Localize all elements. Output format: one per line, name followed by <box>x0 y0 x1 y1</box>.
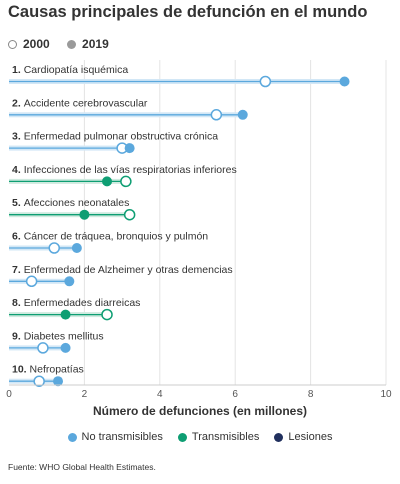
category-rank: 2. <box>12 97 24 109</box>
point-2000 <box>120 175 132 188</box>
category-name: Enfermedades diarreicas <box>24 297 141 309</box>
category-label: 6. Cáncer de tráquea, bronquios y pulmón <box>12 231 208 243</box>
category-label: 2. Accidente cerebrovascular <box>12 97 148 109</box>
filled-circle-icon <box>67 39 77 49</box>
category-name: Nefropatías <box>30 364 84 376</box>
hollow-circle-icon <box>8 39 17 49</box>
category-rank: 6. <box>12 231 24 243</box>
category-name: Afecciones neonatales <box>24 197 130 209</box>
point-2019 <box>339 76 350 87</box>
category-rank: 9. <box>12 330 24 342</box>
category-rank: 4. <box>12 164 24 176</box>
legend-label-2019: 2019 <box>82 37 109 51</box>
year-legend: 2000 2019 <box>8 37 123 52</box>
category-rank: 5. <box>12 197 24 209</box>
point-2000 <box>33 375 45 387</box>
x-tick-label: 8 <box>308 389 314 400</box>
category-rank: 8. <box>12 297 24 309</box>
category-name: Cáncer de tráquea, bronquios y pulmón <box>24 231 209 243</box>
category-label: 5. Afecciones neonatales <box>12 197 129 209</box>
legend-item-2000: 2000 <box>8 37 50 51</box>
point-2019 <box>79 209 90 220</box>
category-name: Enfermedad de Alzheimer y otras demencia… <box>24 264 233 276</box>
point-2019 <box>71 243 82 253</box>
category-label: 3. Enfermedad pulmonar obstructiva cróni… <box>12 131 218 143</box>
category-label: 7. Enfermedad de Alzheimer y otras demen… <box>12 264 233 276</box>
category-name: Accidente cerebrovascular <box>24 97 148 109</box>
source-note: Fuente: WHO Global Health Estimates. <box>8 462 156 472</box>
point-2000 <box>37 342 49 354</box>
category-legend: No transmisibles Transmisibles Lesiones <box>0 431 400 445</box>
category-name: Cardiopatía isquémica <box>24 64 129 76</box>
category-label: 10. Nefropatías <box>12 364 84 376</box>
x-tick-label: 4 <box>157 389 163 400</box>
point-2000 <box>101 308 113 321</box>
dot-icon <box>177 432 187 442</box>
point-2019 <box>53 376 64 387</box>
category-rank: 10. <box>12 364 30 376</box>
category-rank: 3. <box>12 131 24 143</box>
point-2000 <box>25 275 38 288</box>
chart-title: Causas principales de defunción en el mu… <box>8 3 368 21</box>
legend-item-injuries: Lesiones <box>274 431 332 443</box>
point-2000 <box>259 75 272 88</box>
dot-icon <box>274 432 284 442</box>
category-label: 4. Infecciones de las vías respiratorias… <box>12 164 237 176</box>
x-axis-title: Número de defunciones (en millones) <box>93 404 307 418</box>
point-2019 <box>237 109 248 120</box>
x-tick-label: 2 <box>82 389 88 400</box>
legend-item-communicable: Transmisibles <box>177 431 260 443</box>
x-tick-label: 6 <box>232 389 238 400</box>
legend-label-2000: 2000 <box>23 37 50 51</box>
point-2019 <box>60 342 71 353</box>
x-tick-label: 0 <box>6 389 12 400</box>
point-2019 <box>64 276 75 287</box>
category-label: 8. Enfermedades diarreicas <box>12 297 140 309</box>
point-2019 <box>102 176 113 187</box>
point-2019 <box>60 309 71 320</box>
point-2000 <box>123 208 136 221</box>
dot-icon <box>67 432 77 442</box>
dumbbell-chart: 1. Cardiopatía isquémica 2. Accidente cer… <box>6 60 392 418</box>
legend-label-noncommunicable: No transmisibles <box>81 431 163 443</box>
category-rank: 7. <box>12 264 24 276</box>
point-2019 <box>124 143 135 154</box>
point-2000 <box>48 242 60 254</box>
legend-label-injuries: Lesiones <box>288 431 333 443</box>
x-tick-label: 10 <box>380 389 392 400</box>
legend-item-noncommunicable: No transmisibles <box>67 431 163 443</box>
category-rank: 1. <box>12 64 24 76</box>
category-label: 9. Diabetes mellitus <box>12 330 104 342</box>
category-name: Enfermedad pulmonar obstructiva crónica <box>24 131 219 143</box>
category-name: Infecciones de las vías respiratorias in… <box>24 164 237 176</box>
legend-label-communicable: Transmisibles <box>191 431 260 443</box>
category-label: 1. Cardiopatía isquémica <box>12 64 128 76</box>
point-2000 <box>210 109 223 121</box>
legend-item-2019: 2019 <box>67 37 109 51</box>
category-name: Diabetes mellitus <box>24 330 104 342</box>
